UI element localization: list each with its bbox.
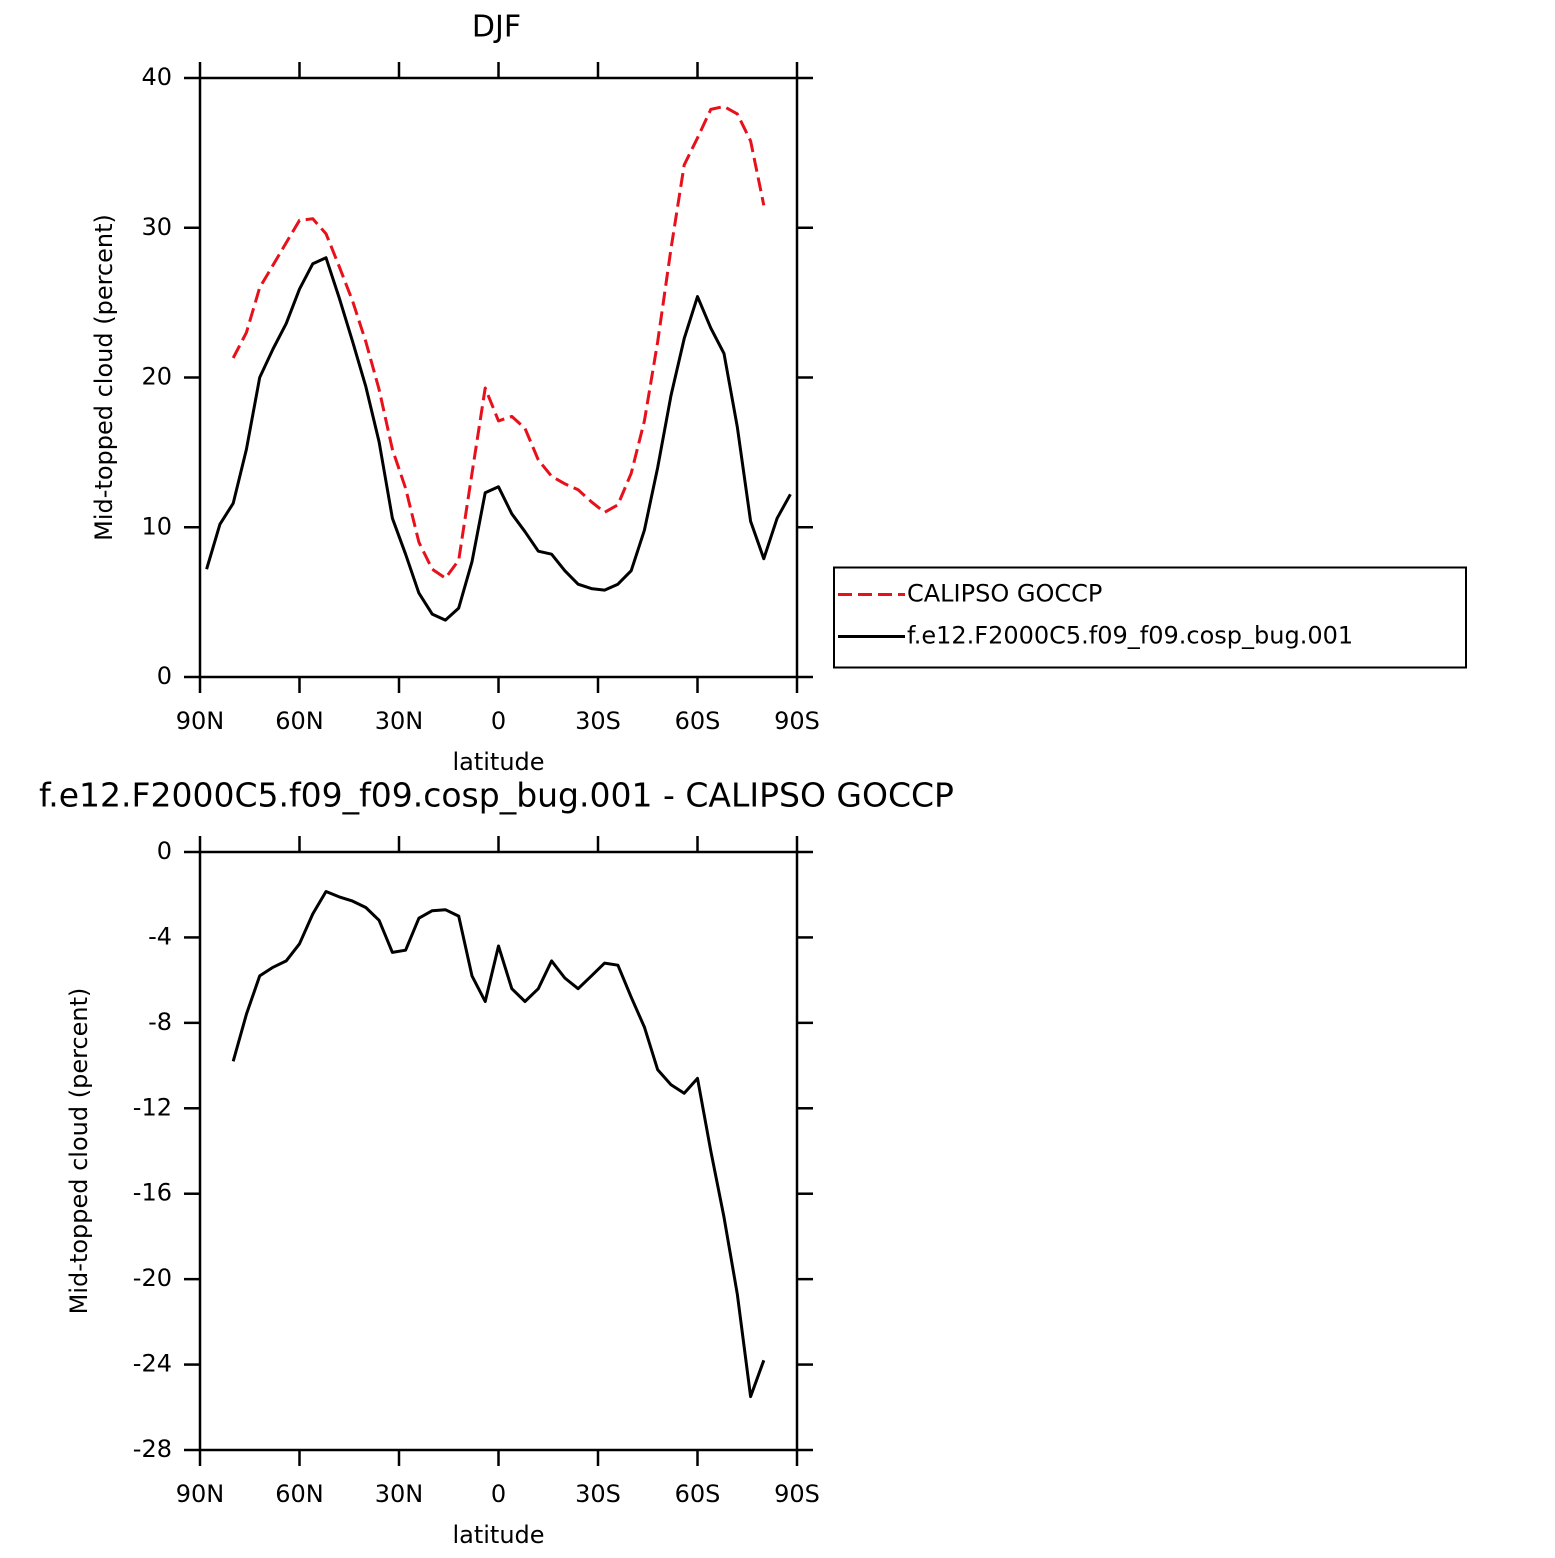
plot-frame <box>198 850 799 1452</box>
legend-box <box>833 566 1467 669</box>
y-tick-label: 0 <box>157 662 172 690</box>
chart-title: f.e12.F2000C5.f09_f09.cosp_bug.001 - CAL… <box>39 776 954 815</box>
y-axis-label: Mid-topped cloud (percent) <box>65 988 93 1315</box>
y-tick-label: -20 <box>133 1264 172 1292</box>
y-tick-label: 40 <box>141 63 172 91</box>
x-tick-label: 90N <box>176 707 225 735</box>
x-tick-label: 60N <box>275 707 324 735</box>
x-axis-label: latitude <box>452 748 544 776</box>
series-line <box>231 105 766 580</box>
y-tick-label: -8 <box>148 1008 172 1036</box>
x-tick-label: 90S <box>774 1480 820 1508</box>
y-tick-label: -24 <box>133 1350 172 1378</box>
x-tick-label: 90S <box>774 707 820 735</box>
x-tick-label: 60N <box>275 1480 324 1508</box>
y-tick-label: -12 <box>133 1093 172 1121</box>
y-tick-label: 10 <box>141 512 172 540</box>
plot-frame <box>198 76 799 679</box>
x-tick-label: 30N <box>375 707 424 735</box>
y-tick-label: 0 <box>157 837 172 865</box>
x-axis-label: latitude <box>452 1521 544 1549</box>
x-tick-label: 60S <box>675 1480 721 1508</box>
x-tick-label: 60S <box>675 707 721 735</box>
chart-title: DJF <box>472 10 521 45</box>
x-tick-label: 0 <box>491 1480 506 1508</box>
x-tick-label: 0 <box>491 707 506 735</box>
series-line <box>231 890 766 1399</box>
y-tick-label: -28 <box>133 1435 172 1463</box>
x-tick-label: 30S <box>575 707 621 735</box>
series-line <box>205 256 792 622</box>
y-tick-label: 30 <box>141 213 172 241</box>
y-axis-label: Mid-topped cloud (percent) <box>90 214 118 541</box>
y-tick-label: 20 <box>141 363 172 391</box>
y-tick-label: -16 <box>133 1179 172 1207</box>
x-tick-label: 90N <box>176 1480 225 1508</box>
x-tick-label: 30S <box>575 1480 621 1508</box>
x-tick-label: 30N <box>375 1480 424 1508</box>
legend-label: CALIPSO GOCCP <box>907 580 1102 608</box>
y-tick-label: -4 <box>148 922 172 950</box>
legend-label: f.e12.F2000C5.f09_f09.cosp_bug.001 <box>907 622 1353 650</box>
